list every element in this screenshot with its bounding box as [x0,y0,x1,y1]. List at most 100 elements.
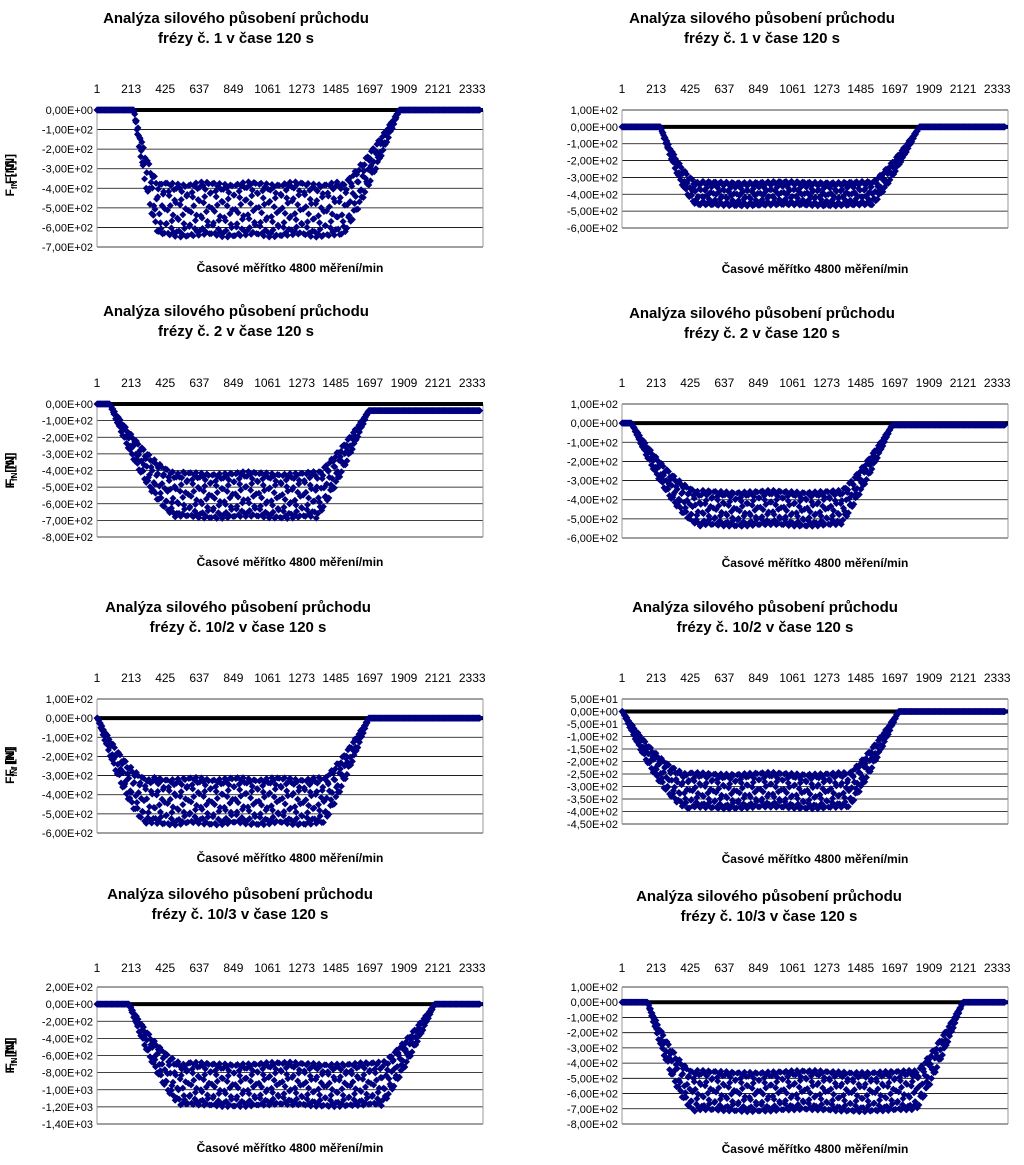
data-point [158,1060,166,1068]
data-point [281,800,289,808]
data-point [331,1076,339,1084]
data-point [832,499,840,507]
data-point [361,188,369,196]
data-point [844,486,852,494]
data-point [176,792,184,800]
data-point [325,1079,333,1087]
data-point [272,189,280,197]
data-point [240,496,248,504]
data-point [305,801,313,809]
data-point [189,232,197,240]
data-point [177,788,185,796]
data-point [314,212,322,220]
y-axis-label: FfN [N] [3,161,19,197]
x-tick-label: 2333 [984,82,1011,96]
x-tick-label: 1061 [779,376,806,390]
data-point [313,779,321,787]
data-point [154,193,162,201]
data-point [251,813,259,821]
data-point [169,1078,177,1086]
data-point [765,508,773,516]
x-tick-label: 2121 [950,376,977,390]
data-point [298,220,306,228]
y-tick-label: -4,00E+02 [42,466,93,478]
y-tick-label: -2,00E+02 [42,432,93,444]
data-point [145,160,153,168]
data-point [817,795,825,803]
y-tick-label: 0,00E+00 [46,713,93,725]
data-point [254,785,262,793]
data-point [337,1065,345,1073]
data-point [211,494,219,502]
data-point [191,216,199,224]
data-point [330,231,338,239]
data-point [328,179,336,187]
data-point [334,1088,342,1096]
data-point [313,474,321,482]
data-point [169,211,177,219]
data-point [144,808,152,816]
data-point [200,1076,208,1084]
data-point [158,480,166,488]
data-point [476,407,484,415]
data-point [360,1064,368,1072]
x-tick-label: 425 [680,671,700,685]
data-point [178,781,186,789]
data-point [359,194,367,202]
y-tick-label: -5,00E+02 [567,514,618,526]
y-tick-label: -3,00E+02 [42,771,93,783]
data-point [355,198,363,206]
data-point [313,197,321,205]
data-point [817,512,825,520]
data-point [827,785,835,793]
y-tick-label: -4,00E+02 [42,1033,93,1045]
data-point [360,1071,368,1079]
data-point [736,507,744,515]
data-point [211,207,219,215]
x-tick-label: 637 [189,376,209,390]
data-point [270,793,278,801]
y-tick-label: -1,00E+02 [567,437,618,449]
data-point [289,789,297,797]
data-point [277,783,285,791]
data-point [832,782,840,790]
data-point [249,492,257,500]
data-point [247,794,255,802]
data-point [143,795,151,803]
data-point [679,779,687,787]
y-tick-label: 1,00E+02 [46,694,93,706]
data-point [730,489,738,497]
data-point [844,509,852,517]
data-point [269,1095,277,1103]
x-tick-label: 1273 [813,671,840,685]
y-tick-label: -1,40E+03 [42,1119,93,1131]
data-point [136,779,144,787]
data-point [770,793,778,801]
data-point [348,445,356,453]
data-point [203,217,211,225]
data-point [189,1069,197,1077]
data-point [201,781,209,789]
data-point [142,819,150,827]
data-point [200,792,208,800]
data-point [230,783,238,791]
data-point [709,520,717,528]
data-point [168,468,176,476]
data-point [776,797,784,805]
y-axis-label-sub: f [10,476,19,479]
y-tick-label: -1,50E+02 [567,744,618,756]
data-point [821,803,829,811]
data-point [205,180,213,188]
data-point [278,795,286,803]
data-point [234,493,242,501]
data-point [850,796,858,804]
data-point [251,221,259,229]
x-tick-label: 1485 [847,376,874,390]
data-point [176,201,184,209]
data-point [788,792,796,800]
data-point [260,821,268,829]
data-point [301,191,309,199]
data-point [658,778,666,786]
data-point [222,217,230,225]
data-point [260,232,268,240]
